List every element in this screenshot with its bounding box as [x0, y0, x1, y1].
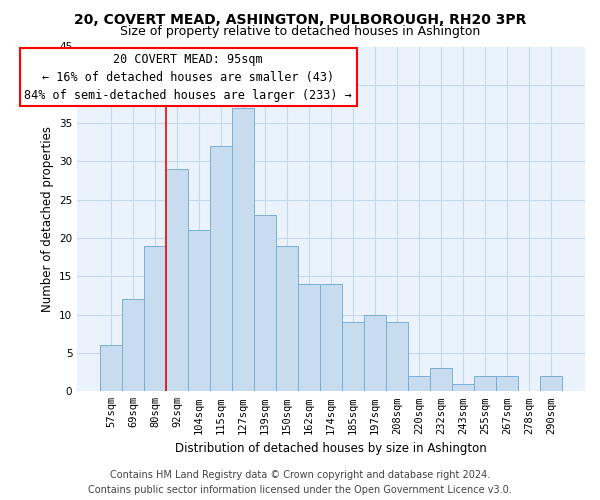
Text: Size of property relative to detached houses in Ashington: Size of property relative to detached ho…: [120, 25, 480, 38]
Bar: [430, 368, 452, 392]
Bar: [166, 169, 188, 392]
Bar: [386, 322, 408, 392]
Bar: [122, 300, 144, 392]
Text: 20 COVERT MEAD: 95sqm
← 16% of detached houses are smaller (43)
84% of semi-deta: 20 COVERT MEAD: 95sqm ← 16% of detached …: [25, 52, 352, 102]
Bar: [144, 246, 166, 392]
Bar: [210, 146, 232, 392]
Text: Contains HM Land Registry data © Crown copyright and database right 2024.
Contai: Contains HM Land Registry data © Crown c…: [88, 470, 512, 495]
X-axis label: Distribution of detached houses by size in Ashington: Distribution of detached houses by size …: [175, 442, 487, 455]
Bar: [474, 376, 496, 392]
Bar: [298, 284, 320, 392]
Text: 20, COVERT MEAD, ASHINGTON, PULBOROUGH, RH20 3PR: 20, COVERT MEAD, ASHINGTON, PULBOROUGH, …: [74, 12, 526, 26]
Bar: [342, 322, 364, 392]
Bar: [452, 384, 474, 392]
Bar: [320, 284, 342, 392]
Bar: [276, 246, 298, 392]
Bar: [232, 108, 254, 392]
Bar: [100, 346, 122, 392]
Bar: [188, 230, 210, 392]
Bar: [408, 376, 430, 392]
Bar: [540, 376, 562, 392]
Y-axis label: Number of detached properties: Number of detached properties: [41, 126, 53, 312]
Bar: [364, 314, 386, 392]
Bar: [496, 376, 518, 392]
Bar: [254, 215, 276, 392]
